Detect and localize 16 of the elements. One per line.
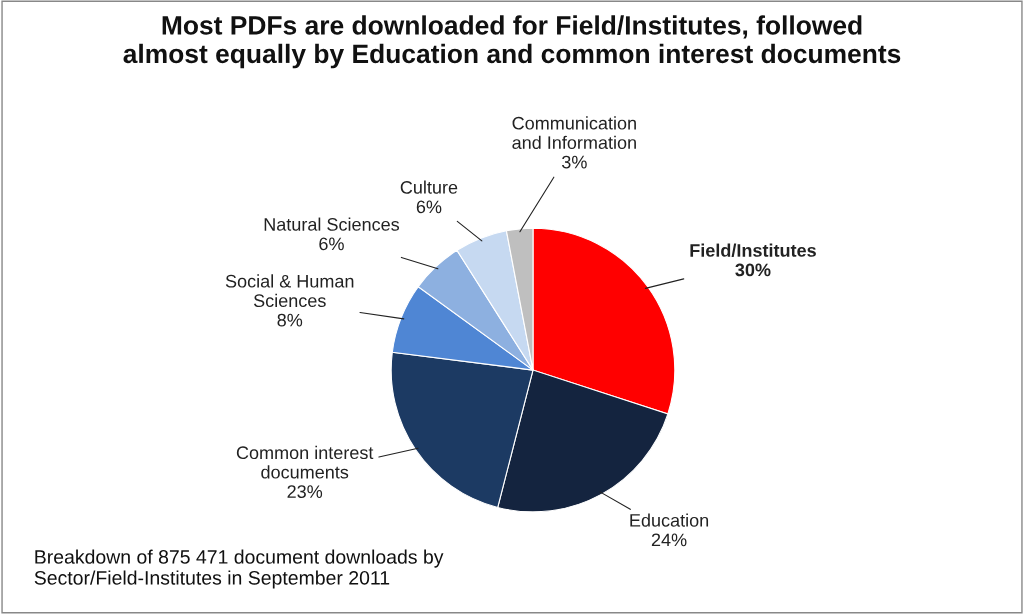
slice-label: Field/Institutes: [690, 243, 816, 258]
data-label: 8%: [277, 313, 303, 327]
slice-label: Education: [630, 513, 709, 527]
data-label: 23%: [287, 485, 323, 499]
text: Breakdown of 875 471 document downloads by Sector/Field-Institutes in September 2011: [34, 549, 444, 589]
data-label: 6%: [319, 237, 344, 251]
data-label: 6%: [416, 200, 442, 214]
slice-label: Communication and Information: [512, 116, 636, 150]
data-label: 24%: [651, 533, 687, 547]
slice-label: Natural Sciences: [264, 217, 400, 231]
slice-label: Culture: [400, 180, 458, 194]
data-label: 30%: [735, 263, 771, 277]
slice-label: Social & Human Sciences: [225, 274, 354, 308]
data-label: 3%: [562, 155, 587, 169]
chart-title: Most PDFs are downloaded for Field/Institutes, followed almost equally by Education and common interest documents: [123, 15, 901, 69]
slice-label: Common interest documents: [236, 445, 374, 479]
